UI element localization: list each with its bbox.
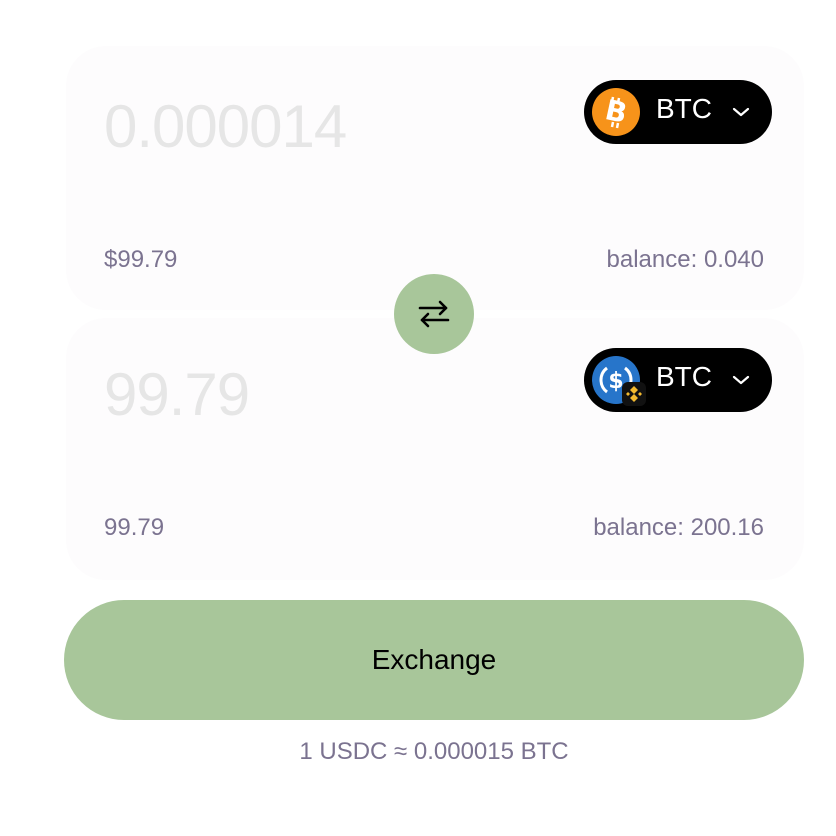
bnb-chain-icon xyxy=(622,382,646,406)
bitcoin-icon: B xyxy=(592,88,640,136)
exchange-button[interactable]: Exchange xyxy=(64,600,804,720)
from-fiat-value: $99.79 xyxy=(104,246,178,273)
from-balance: balance: 0.040 xyxy=(606,246,764,273)
chevron-down-icon xyxy=(732,375,750,385)
to-amount-input[interactable]: 99.79 xyxy=(104,361,250,428)
swap-button[interactable] xyxy=(394,274,474,354)
chevron-down-icon xyxy=(732,107,750,117)
to-token-selector[interactable]: $ BTC xyxy=(584,348,772,412)
to-token-label: BTC xyxy=(656,361,712,392)
from-amount-input[interactable]: 0.000014 xyxy=(104,93,347,160)
exchange-rate: 1 USDC ≈ 0.000015 BTC xyxy=(299,738,569,765)
to-fiat-value: 99.79 xyxy=(104,514,165,541)
svg-text:$: $ xyxy=(608,369,623,394)
swap-arrows-icon xyxy=(418,300,450,328)
to-balance: balance: 200.16 xyxy=(593,514,764,541)
from-token-label: BTC xyxy=(656,93,712,124)
from-token-card: 0.000014 B BTC $99.79 balance: 0.040 xyxy=(66,46,804,310)
from-token-selector[interactable]: B BTC xyxy=(584,80,772,144)
to-token-card: 99.79 $ BTC 99.79 balance: 200.16 xyxy=(66,318,804,580)
